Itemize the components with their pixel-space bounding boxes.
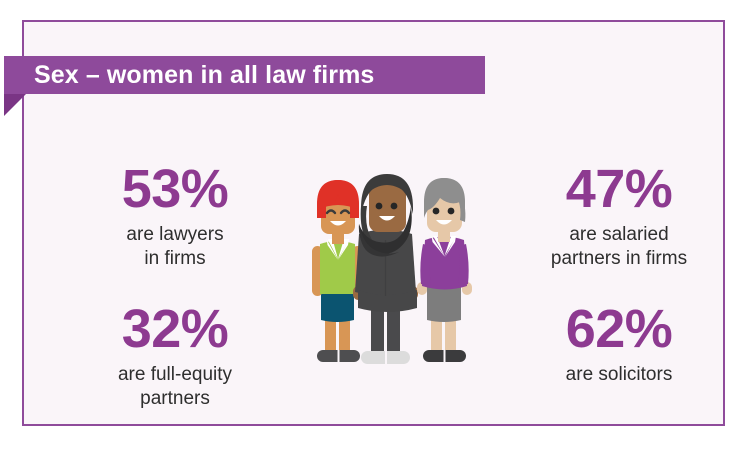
stat-lawyers-value: 53%	[121, 159, 229, 219]
stat-solicitors: 62% are solicitors	[504, 302, 734, 387]
banner-fold-triangle	[4, 94, 26, 116]
stat-lawyers: 53% are lawyers in firms	[60, 162, 290, 272]
stat-full-equity-partners-label: are full-equity partners	[117, 364, 233, 410]
woman-grey-hair-figure	[417, 178, 472, 362]
three-women-illustration	[299, 162, 499, 374]
woman-red-hair-figure	[312, 180, 363, 362]
stat-full-equity-partners: 32% are full-equity partners	[60, 302, 290, 412]
stat-solicitors-label: are solicitors	[565, 364, 673, 385]
stat-salaried-partners-value: 47%	[565, 159, 673, 219]
stat-lawyers-label: are lawyers in firms	[126, 224, 224, 270]
stat-full-equity-partners-value: 32%	[121, 299, 229, 359]
stat-salaried-partners: 47% are salaried partners in firms	[504, 162, 734, 272]
banner-bar: Sex – women in all law firms	[4, 56, 485, 94]
banner-title: Sex – women in all law firms	[34, 60, 375, 89]
stat-salaried-partners-label: are salaried partners in firms	[550, 224, 688, 270]
woman-hijab-figure	[353, 174, 418, 364]
section-banner: Sex – women in all law firms	[4, 56, 485, 116]
stat-solicitors-value: 62%	[565, 299, 673, 359]
